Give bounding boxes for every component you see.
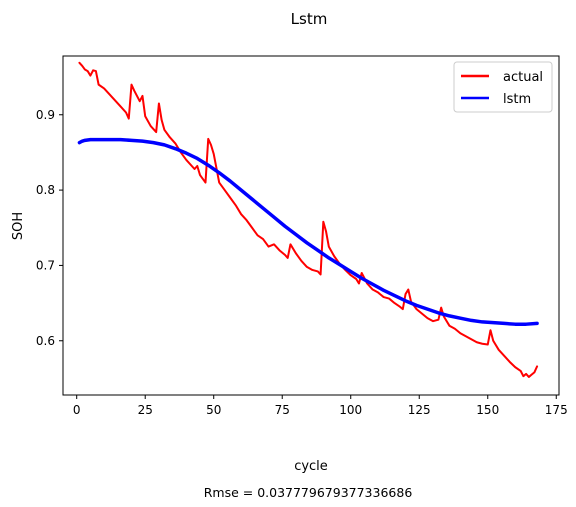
x-tick-label: 50 [206, 403, 221, 417]
y-tick-label: 0.8 [36, 183, 55, 197]
x-tick-label: 25 [138, 403, 153, 417]
series-line-actual [78, 61, 539, 378]
x-tick-label: 125 [408, 403, 431, 417]
y-tick-label: 0.9 [36, 108, 55, 122]
plot-frame [62, 55, 560, 396]
x-tick-label: 0 [73, 403, 81, 417]
chart-title: Lstm [291, 10, 328, 28]
rmse-footer: Rmse = 0.037779679377336686 [204, 485, 413, 500]
y-tick-label: 0.6 [36, 334, 55, 348]
x-tick-label: 175 [545, 403, 568, 417]
x-tick-label: 150 [476, 403, 499, 417]
y-axis-label: SOH [11, 212, 26, 240]
x-tick-label: 100 [339, 403, 362, 417]
x-axis-label: cycle [294, 459, 328, 474]
series-line-lstm [77, 137, 539, 326]
x-ticks: 0 25 50 75 100 125 150 175 [73, 395, 568, 417]
y-ticks: 0.6 0.7 0.8 0.9 [36, 108, 63, 348]
x-tick-label: 75 [275, 403, 290, 417]
legend: actual lstm [453, 61, 553, 113]
legend-label-actual: actual [503, 70, 543, 85]
y-tick-label: 0.7 [36, 258, 55, 272]
legend-label-lstm: lstm [503, 92, 531, 107]
legend-box [453, 61, 553, 113]
series-layer [77, 61, 539, 378]
